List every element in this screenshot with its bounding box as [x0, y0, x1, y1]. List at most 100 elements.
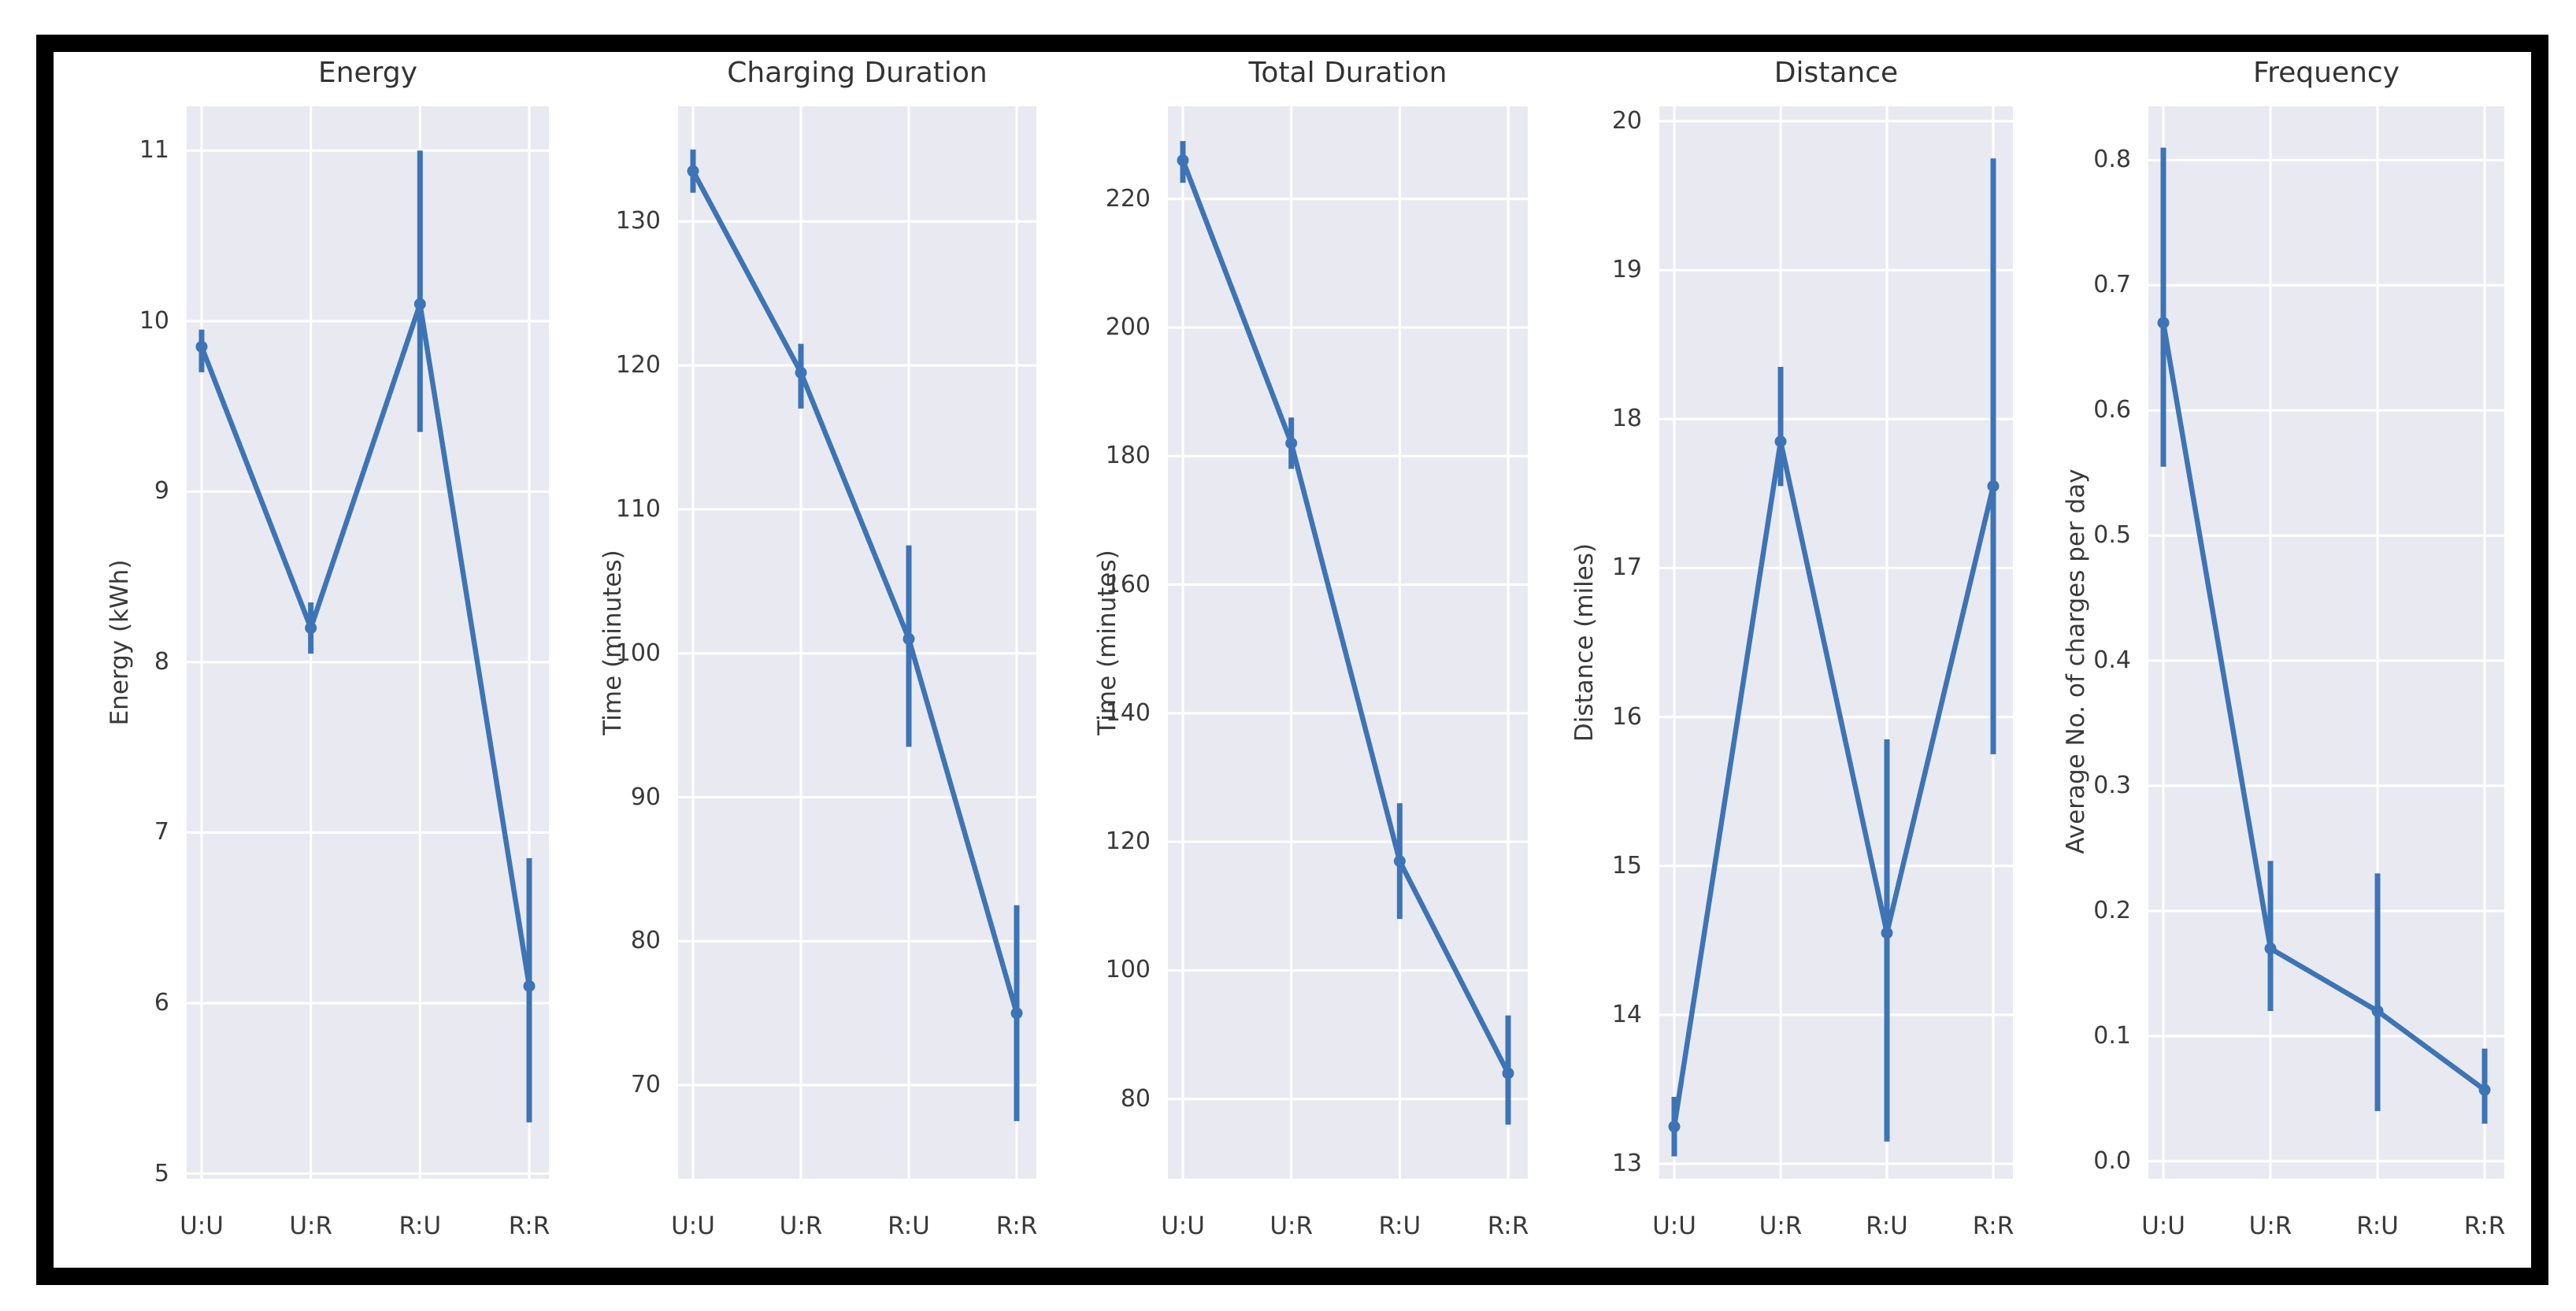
data-point — [1010, 1007, 1023, 1020]
y-tick-label: 140 — [1105, 698, 1151, 727]
plot-background — [1659, 106, 2013, 1179]
plot-area-1 — [678, 106, 1036, 1179]
y-tick-label: 13 — [1611, 1150, 1642, 1178]
x-tick-label: R:R — [995, 1212, 1038, 1240]
plot-background — [2148, 106, 2504, 1179]
plot-background — [678, 106, 1036, 1179]
y-tick-label: 0.4 — [2093, 646, 2131, 675]
data-point — [2478, 1083, 2491, 1096]
y-tick-label: 180 — [1105, 442, 1151, 470]
y-tick-label: 120 — [615, 351, 661, 380]
x-tick-label: R:R — [2463, 1212, 2506, 1240]
data-point — [1502, 1067, 1514, 1080]
y-tick-label: 15 — [1611, 851, 1642, 880]
x-tick-label: U:R — [779, 1212, 823, 1240]
y-tick-label: 0.3 — [2093, 771, 2131, 799]
plot-background — [187, 106, 549, 1179]
plot-area-0 — [187, 106, 549, 1179]
y-tick-label: 10 — [139, 306, 169, 335]
subplot-title-energy: Energy — [317, 57, 418, 89]
plot-area-2 — [1168, 106, 1528, 1179]
y-tick-label: 100 — [1105, 956, 1151, 984]
x-tick-label: R:R — [1487, 1212, 1529, 1240]
y-tick-label: 200 — [1105, 313, 1151, 341]
data-point — [1285, 437, 1298, 450]
x-tick-label: U:R — [1759, 1212, 1803, 1240]
y-tick-label: 120 — [1105, 828, 1151, 856]
y-tick-label: 8 — [154, 647, 169, 676]
y-tick-label: 9 — [154, 477, 169, 506]
x-tick-label: U:U — [1161, 1212, 1205, 1240]
series-line — [1671, 439, 1996, 1128]
series-line — [198, 301, 532, 987]
data-point — [1393, 855, 1406, 868]
subplot-title-total-duration: Total Duration — [1248, 57, 1447, 89]
y-tick-label: 20 — [1611, 106, 1642, 135]
y-tick-label: 80 — [630, 927, 661, 955]
subplot-title-charging-duration: Charging Duration — [727, 57, 988, 89]
x-tick-label: R:U — [1378, 1212, 1421, 1240]
y-tick-label: 110 — [615, 494, 661, 523]
y-axis-label-energy: Energy (kWh) — [106, 559, 134, 726]
x-tick-label: R:U — [888, 1212, 930, 1240]
series-line — [2160, 322, 2486, 1092]
x-tick-label: U:U — [180, 1212, 224, 1240]
y-tick-label: 16 — [1611, 702, 1642, 731]
x-tick-label: R:R — [508, 1212, 550, 1240]
y-tick-label: 0.1 — [2093, 1021, 2131, 1050]
y-tick-label: 0.6 — [2093, 396, 2131, 424]
plot-area-3 — [1659, 106, 2013, 1179]
data-point — [2371, 1005, 2384, 1017]
x-tick-label: R:U — [1866, 1212, 1908, 1240]
y-tick-label: 17 — [1611, 554, 1642, 582]
y-tick-label: 0.0 — [2093, 1146, 2131, 1175]
x-tick-label: U:U — [671, 1212, 715, 1240]
y-tick-label: 70 — [630, 1071, 661, 1099]
subplot-title-distance: Distance — [1774, 57, 1899, 89]
data-point — [305, 622, 317, 635]
x-tick-label: R:U — [398, 1212, 442, 1240]
y-tick-label: 0.5 — [2093, 521, 2131, 550]
y-tick-label: 5 — [154, 1159, 169, 1187]
y-tick-label: 6 — [154, 988, 169, 1017]
series-line — [1180, 159, 1510, 1075]
data-point — [687, 165, 699, 177]
data-point — [903, 632, 915, 645]
y-tick-label: 0.8 — [2093, 146, 2131, 174]
y-tick-label: 19 — [1611, 256, 1642, 284]
subplot-title-frequency: Frequency — [2253, 57, 2400, 89]
x-tick-label: R:U — [2356, 1212, 2399, 1240]
data-point — [1881, 927, 1893, 939]
x-tick-label: U:R — [1269, 1212, 1313, 1240]
y-tick-label: 7 — [154, 818, 169, 846]
y-tick-label: 14 — [1611, 1000, 1642, 1028]
data-point — [1774, 435, 1787, 448]
data-point — [523, 980, 536, 992]
y-tick-label: 130 — [615, 207, 661, 235]
data-point — [795, 366, 807, 379]
series-line — [691, 169, 1020, 1014]
y-tick-label: 220 — [1105, 184, 1151, 213]
y-tick-label: 90 — [630, 783, 661, 811]
x-tick-label: R:R — [1972, 1212, 2014, 1240]
y-tick-label: 160 — [1105, 570, 1151, 598]
x-tick-label: U:U — [1652, 1212, 1696, 1240]
data-point — [1987, 480, 2000, 492]
y-tick-label: 18 — [1611, 405, 1642, 433]
plot-area-4 — [2148, 106, 2504, 1179]
data-point — [413, 298, 426, 310]
y-tick-label: 11 — [139, 136, 169, 165]
x-tick-label: U:R — [2248, 1212, 2292, 1240]
y-tick-label: 0.2 — [2093, 896, 2131, 924]
data-point — [1668, 1120, 1681, 1133]
y-tick-label: 100 — [615, 639, 661, 667]
figure-frame — [36, 35, 2548, 1285]
y-tick-label: 0.7 — [2093, 271, 2131, 299]
data-point — [2157, 317, 2170, 329]
data-point — [2264, 943, 2277, 955]
x-tick-label: U:U — [2141, 1212, 2185, 1240]
data-point — [195, 340, 208, 353]
data-point — [1177, 154, 1189, 167]
y-tick-label: 80 — [1120, 1084, 1151, 1113]
